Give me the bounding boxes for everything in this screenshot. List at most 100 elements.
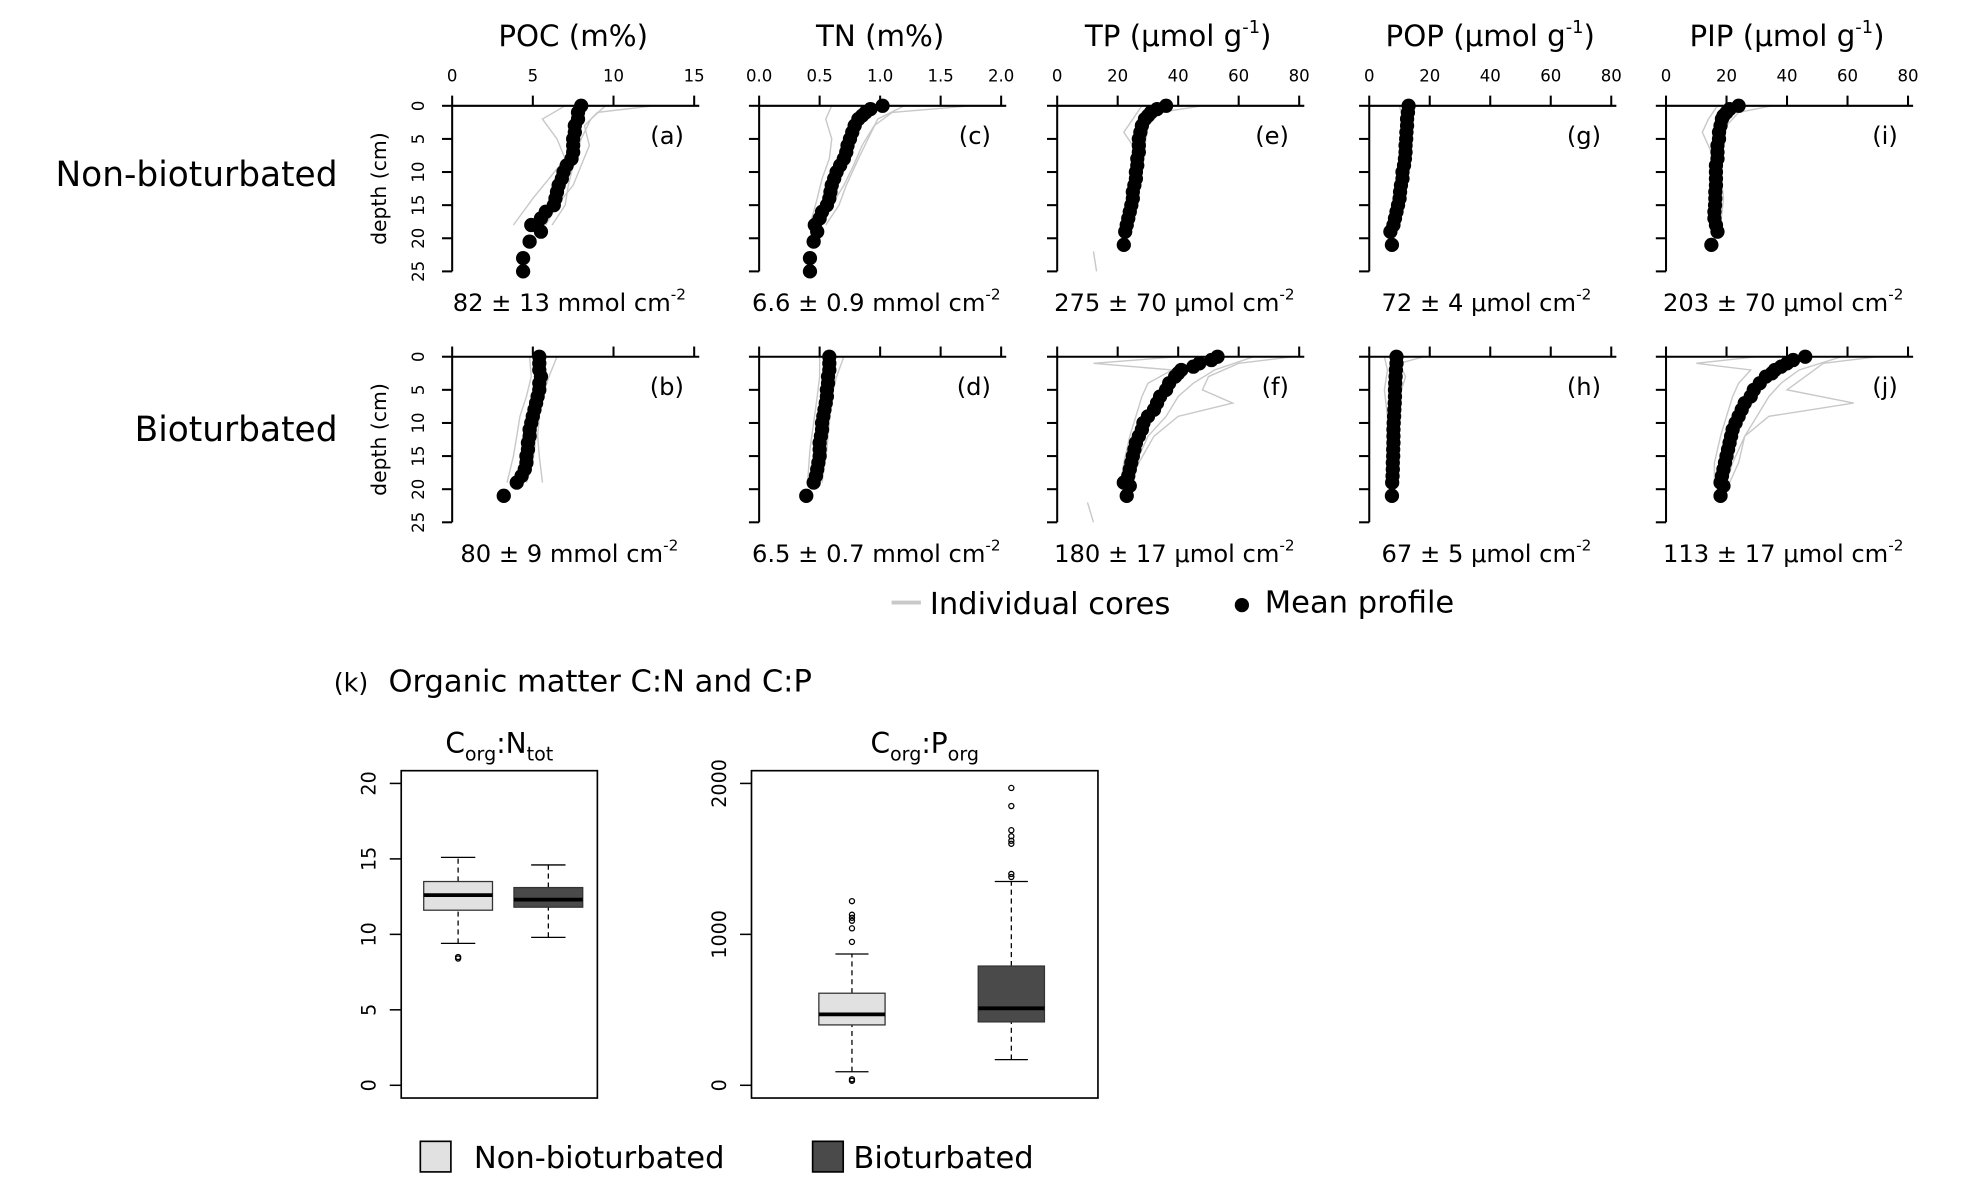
individual-core-line (806, 356, 821, 483)
mean-profile-point (496, 488, 511, 503)
y-tick-label: 20 (358, 771, 381, 795)
mean-profile-point (1798, 349, 1813, 364)
mean-profile-point (522, 234, 537, 249)
y-tick-label: 15 (358, 847, 381, 871)
panel-title: TP (μmol g-1) (1084, 17, 1272, 53)
panel-b: 0 5 10 15 20 25 depth (cm) (b) 80 ± 9 mmol cm-2 (367, 346, 700, 568)
panel-i: (i) 203 ± 70 μmol cm-2 (1655, 95, 1914, 317)
x-tick-label: 80 (1601, 67, 1622, 86)
panel-title: TN (m%) (815, 19, 944, 53)
x-tick-label: 10 (603, 67, 624, 86)
panel-letter: (b) (650, 373, 684, 401)
inventory-total-superscript: -2 (1279, 536, 1294, 554)
plot-frame (750, 769, 1099, 1099)
legend-non-bioturbated: Non-bioturbated (474, 1141, 725, 1176)
box-bioturbated (513, 864, 584, 939)
boxplot-c-n: Corg:Ntot 0 5 10 15 20 (358, 727, 599, 1099)
inventory-total: 6.6 ± 0.9 mmol cm-2 (752, 285, 1001, 316)
y-axis-label: depth (cm) (367, 383, 391, 496)
panel-j: (j) 113 ± 17 μmol cm-2 (1655, 346, 1914, 568)
panel-letter: (g) (1567, 122, 1601, 150)
inventory-total: 67 ± 5 μmol cm-2 (1382, 536, 1592, 567)
x-tick-label: 1.0 (867, 67, 893, 86)
y-tick-label: 10 (409, 412, 428, 433)
individual-core-line (825, 105, 905, 226)
title-part: :P (921, 727, 947, 760)
y-tick-label: 25 (409, 512, 428, 533)
outlier-point (848, 1077, 856, 1084)
panel-letter: (e) (1255, 122, 1289, 150)
box-bioturbated (977, 784, 1046, 1061)
panel-letter: (h) (1567, 373, 1601, 401)
inventory-total-superscript: -2 (985, 285, 1000, 303)
legend-individual-cores: Individual cores (930, 587, 1171, 622)
mean-profile-point (1383, 224, 1398, 239)
outlier-point (848, 914, 856, 921)
inventory-total-value: 72 ± 4 μmol cm (1382, 289, 1577, 317)
y-tick-label: 20 (409, 228, 428, 249)
mean-profile-point (1116, 237, 1131, 253)
panel-letter: (j) (1872, 373, 1898, 401)
panel-title-text: PIP (μmol g (1690, 19, 1856, 53)
outlier-point (454, 953, 462, 961)
panel-e: (e) 275 ± 70 μmol cm-2 (1046, 95, 1305, 317)
mean-profile-point (1385, 475, 1400, 490)
panel-g: (g) 72 ± 4 μmol cm-2 (1359, 95, 1617, 317)
inventory-total-value: 6.5 ± 0.7 mmol cm (752, 540, 985, 568)
title-part: :N (496, 727, 526, 760)
y-tick-label: 25 (409, 261, 428, 282)
mean-profile-point (533, 224, 549, 239)
x-tick-label: 20 (1716, 67, 1737, 86)
outlier-point (1008, 840, 1015, 847)
inventory-total-value: 6.6 ± 0.9 mmol cm (752, 289, 985, 317)
inventory-total-value: 80 ± 9 mmol cm (460, 540, 663, 568)
x-tick-label: 60 (1228, 67, 1249, 86)
inventory-total-value: 82 ± 13 mmol cm (453, 289, 671, 317)
mean-profile-point (1713, 488, 1728, 503)
inventory-total-value: 203 ± 70 μmol cm (1663, 289, 1888, 317)
x-tick-label: 0 (1661, 67, 1672, 86)
x-tick-label: 0.5 (806, 67, 832, 86)
inventory-total-value: 275 ± 70 μmol cm (1054, 289, 1279, 317)
panel-title-superscript: -1 (1566, 17, 1584, 38)
panel-title: POP (μmol g-1) (1386, 17, 1595, 53)
x-tick-label: 60 (1837, 67, 1858, 86)
legend-bioturbated-swatch-icon (811, 1140, 845, 1173)
boxplot-c-p: Corg:Porg 0 1000 2000 (708, 727, 1099, 1099)
panel-title-superscript: -1 (1855, 17, 1873, 38)
inventory-total: 82 ± 13 mmol cm-2 (453, 285, 686, 316)
panel-d: (d) 6.5 ± 0.7 mmol cm-2 (748, 346, 1007, 568)
outlier-point (848, 897, 856, 905)
mean-profile-point (875, 98, 890, 113)
outlier-point (848, 938, 856, 946)
y-tick-label: 15 (409, 195, 428, 216)
x-tick-label: 0 (1052, 67, 1063, 86)
mean-profile-point (1710, 224, 1725, 239)
x-tick-label: 20 (1107, 67, 1128, 86)
legend-mean-profile: Mean profile (1265, 586, 1454, 621)
mean-profile-point (1119, 488, 1134, 503)
panel-f: (f) 180 ± 17 μmol cm-2 (1046, 346, 1305, 568)
panel-letter: (d) (957, 373, 991, 401)
inventory-total-superscript: -2 (1576, 536, 1591, 554)
legend-mean-dot-icon (1234, 597, 1250, 613)
panel-title-text: POP (μmol g (1386, 19, 1566, 53)
individual-core-line (506, 356, 532, 483)
title-subscript: tot (527, 742, 554, 765)
panel-title-text: TP (μmol g (1084, 19, 1242, 53)
panel-title: PIP (μmol g-1) (1690, 17, 1885, 53)
y-tick-label: 10 (409, 162, 428, 183)
y-tick-label: 20 (409, 479, 428, 500)
y-tick-label: 10 (358, 922, 381, 946)
x-tick-label: 2.0 (988, 67, 1014, 86)
y-tick-label: 0 (409, 101, 428, 112)
x-tick-label: 0 (447, 67, 458, 86)
mean-profile-point (1384, 488, 1400, 503)
individual-core-line (1093, 356, 1179, 483)
mean-profile-point (1384, 237, 1400, 253)
y-tick-label: 0 (409, 351, 428, 362)
x-tick-label: 5 (528, 67, 539, 86)
row-label-bioturbated: Bioturbated (135, 410, 338, 450)
outlier-point (1008, 873, 1015, 881)
inventory-total: 275 ± 70 μmol cm-2 (1054, 285, 1295, 316)
